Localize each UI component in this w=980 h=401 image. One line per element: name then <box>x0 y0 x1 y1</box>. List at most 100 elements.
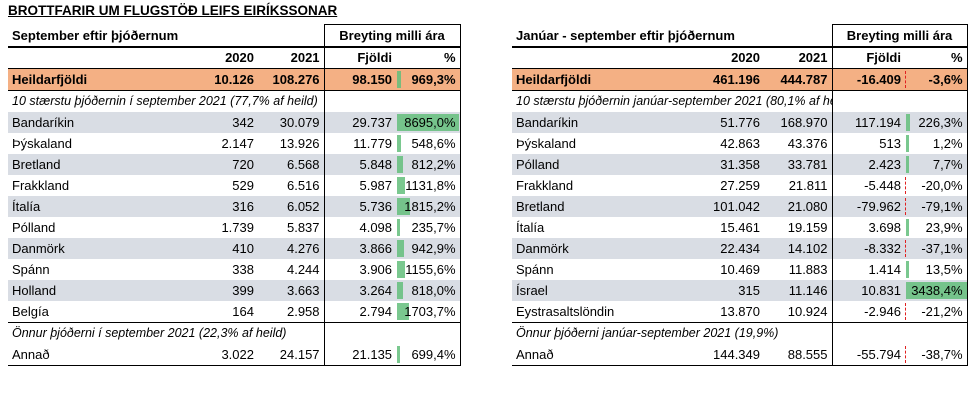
table-row: Pólland 31.358 33.781 2.423 7,7% <box>512 154 968 175</box>
value-2020: 2.147 <box>221 136 254 151</box>
pct-cell: 23,9% <box>905 217 968 238</box>
country-label: Bandaríkin <box>8 112 178 133</box>
pct-bar <box>397 282 404 299</box>
pct-value: 8695,0% <box>404 115 456 130</box>
change-header: Breyting milli ára <box>323 24 461 48</box>
pct-cell: -21,2% <box>905 301 968 323</box>
table-row: Belgía 164 2.958 2.794 1703,7% <box>8 301 461 323</box>
pct-value: 942,9% <box>411 241 456 256</box>
value-2020: 51.776 <box>680 112 764 133</box>
diff-value: 3.906 <box>323 259 397 280</box>
total-row: Heildarfjöldi 461.196 444.787 -16.409 -3… <box>512 68 968 91</box>
other-pct-cell: 699,4% <box>396 344 461 366</box>
col-2021: 2021 <box>798 50 828 65</box>
table-subtitle-row: Janúar - september eftir þjóðernum Breyt… <box>512 24 968 48</box>
country-label: Pólland <box>12 220 56 235</box>
other-row: Annað 144.349 88.555 -55.794 -38,7% <box>512 344 968 366</box>
pct-cell: -37,1% <box>905 238 968 259</box>
value-2021: 2.958 <box>286 304 320 319</box>
diff-value: 2.794 <box>323 301 397 323</box>
pct-value: 1131,8% <box>405 178 456 193</box>
table-subtitle: Janúar - september eftir þjóðernum <box>512 24 832 48</box>
other-2021: 24.157 <box>258 344 325 366</box>
value-2021: 6.052 <box>258 196 325 217</box>
value-2020: 1.739 <box>221 220 254 235</box>
pct-bar <box>906 219 909 236</box>
total-label: Heildarfjöldi <box>512 68 680 91</box>
value-2020: 410 <box>178 238 258 259</box>
table-row: Spánn 10.469 11.883 1.414 13,5% <box>512 259 968 280</box>
column-header-row: 2020 2021 Fjöldi % <box>8 47 461 69</box>
country-label: Bretland <box>512 196 680 217</box>
pct-cell: 1815,2% <box>396 196 461 217</box>
country-label: Bandaríkin <box>512 112 680 133</box>
value-2021: 3.663 <box>258 280 325 301</box>
september-table: September eftir þjóðernum Breyting milli… <box>8 24 461 366</box>
pct-value: -37,1% <box>921 241 963 256</box>
top-note: 10 stærstu þjóðernin í september 2021 (7… <box>8 90 325 112</box>
total-2020: 461.196 <box>680 68 764 91</box>
col-2020: 2020 <box>225 50 254 65</box>
diff-value: 5.848 <box>323 154 397 175</box>
value-2021: 19.159 <box>787 220 828 235</box>
value-2020: 27.259 <box>720 178 760 193</box>
total-diff: -16.409 <box>831 68 905 91</box>
other-2020: 144.349 <box>680 344 764 366</box>
table-row: Pólland 1.739 5.837 4.098 235,7% <box>8 217 461 238</box>
pct-bar <box>906 282 967 299</box>
table-row: Holland 399 3.663 3.264 818,0% <box>8 280 461 301</box>
table-row: Bretland 101.042 21.080 -79.962 -79,1% <box>512 196 968 217</box>
country-label: Spánn <box>516 262 554 277</box>
pct-bar <box>397 240 405 257</box>
pct-cell: 1703,7% <box>396 301 461 323</box>
col-pct: % <box>905 47 968 69</box>
pct-cell: 812,2% <box>396 154 461 175</box>
value-2021: 168.970 <box>764 112 832 133</box>
total-pct-cell: -3,6% <box>905 68 968 91</box>
total-2020: 10.126 <box>178 68 258 91</box>
value-2020: 529 <box>232 178 254 193</box>
negative-marker <box>905 198 906 215</box>
diff-value: 2.423 <box>831 154 905 175</box>
pct-cell: 7,7% <box>905 154 968 175</box>
pct-value: -21,2% <box>921 304 963 319</box>
pct-value: 1703,7% <box>404 304 456 319</box>
pct-value: 3438,4% <box>911 283 963 298</box>
table-row: Þýskaland 2.147 13.926 11.779 548,6% <box>8 133 461 154</box>
total-pct-cell: 969,3% <box>396 68 461 91</box>
table-row: Frakkland 529 6.516 5.987 1131,8% <box>8 175 461 196</box>
table-subtitle-row: September eftir þjóðernum Breyting milli… <box>8 24 461 48</box>
table-row: Ítalía 316 6.052 5.736 1815,2% <box>8 196 461 217</box>
value-2020: 13.870 <box>720 304 760 319</box>
diff-value: -79.962 <box>831 196 905 217</box>
diff-value: -5.448 <box>831 175 905 196</box>
diff-value: 513 <box>831 133 905 154</box>
pct-cell: -79,1% <box>905 196 968 217</box>
table-row: Spánn 338 4.244 3.906 1155,6% <box>8 259 461 280</box>
col-2020: 2020 <box>731 50 760 65</box>
pct-bar <box>397 198 411 215</box>
other-note: Önnur þjóðerni í september 2021 (22,3% a… <box>8 322 325 344</box>
total-2021: 444.787 <box>764 68 832 91</box>
value-2021: 13.926 <box>279 136 320 151</box>
country-label: Ísrael <box>512 280 680 301</box>
pct-cell: 548,6% <box>396 133 461 154</box>
change-header: Breyting milli ára <box>831 24 968 48</box>
country-label: Bretland <box>8 154 178 175</box>
value-2021: 11.883 <box>788 262 828 277</box>
diff-value: 5.736 <box>323 196 397 217</box>
pct-cell: 1131,8% <box>396 175 461 196</box>
pct-value: 7,7% <box>932 157 963 172</box>
diff-value: 4.098 <box>323 217 397 238</box>
value-2021: 33.781 <box>764 154 832 175</box>
total-diff: 98.150 <box>323 68 397 91</box>
pct-cell: 226,3% <box>905 112 968 133</box>
country-label: Frakkland <box>12 178 70 193</box>
value-2020: 10.469 <box>720 262 760 277</box>
total-label: Heildarfjöldi <box>8 68 178 91</box>
diff-value: 10.831 <box>831 280 905 301</box>
value-2020: 315 <box>680 280 764 301</box>
diff-value: -8.332 <box>831 238 905 259</box>
value-2020: 164 <box>232 304 254 319</box>
pct-value: 1815,2% <box>404 199 456 214</box>
